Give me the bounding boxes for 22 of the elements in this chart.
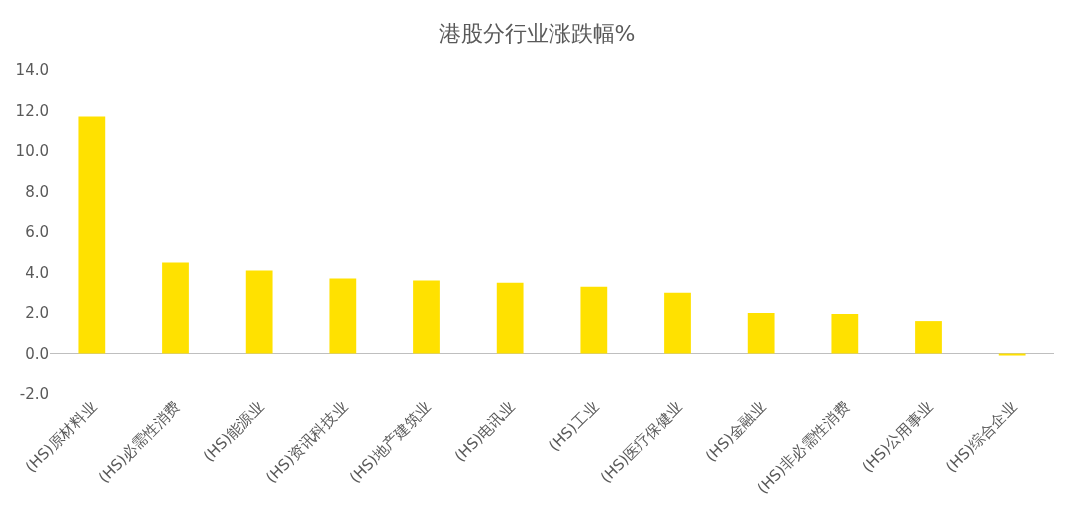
bar xyxy=(580,286,608,354)
y-tick-label: -2.0 xyxy=(19,385,49,404)
bar xyxy=(998,353,1026,356)
y-tick-label: 8.0 xyxy=(25,182,49,201)
y-tick-label: 14.0 xyxy=(15,61,49,80)
y-tick-label: 12.0 xyxy=(15,101,49,120)
y-tick-label: 4.0 xyxy=(25,263,49,282)
bar xyxy=(831,314,859,354)
y-tick-label: 0.0 xyxy=(25,344,49,363)
y-tick-label: 2.0 xyxy=(25,304,49,323)
y-tick-label: 6.0 xyxy=(25,223,49,242)
bar xyxy=(78,116,106,354)
bar xyxy=(162,262,189,354)
bar xyxy=(245,270,273,354)
chart-title: 港股分行业涨跌幅% xyxy=(438,21,636,47)
bar xyxy=(915,321,942,354)
bar xyxy=(413,280,440,354)
bar xyxy=(664,292,691,354)
bar xyxy=(747,313,775,354)
bar xyxy=(496,282,524,354)
bar xyxy=(329,278,357,354)
y-tick-label: 10.0 xyxy=(15,142,49,161)
